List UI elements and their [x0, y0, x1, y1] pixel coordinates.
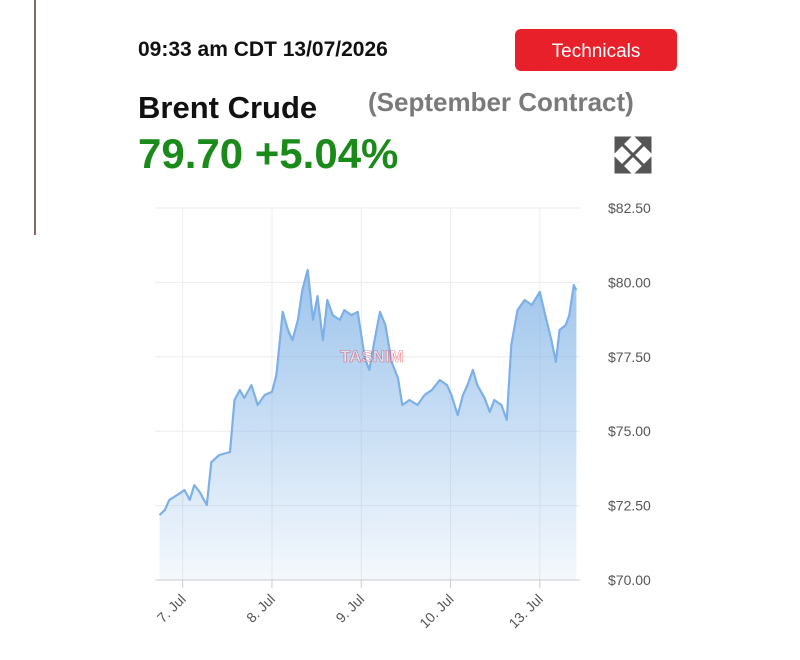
instrument-name: Brent Crude [138, 90, 317, 125]
x-tick-label: 9. Jul [332, 591, 367, 626]
y-tick-label: $80.00 [608, 274, 651, 290]
y-tick-label: $72.50 [608, 498, 651, 514]
x-tick-label: 10. Jul [416, 591, 456, 631]
x-tick-label: 13. Jul [505, 591, 545, 631]
x-tick-label: 7. Jul [154, 591, 189, 626]
price-line [158, 268, 578, 516]
y-tick-label: $82.50 [608, 200, 651, 216]
timestamp: 09:33 am CDT 13/07/2026 [138, 38, 388, 61]
x-tick-label: 8. Jul [243, 591, 278, 626]
y-tick-label: $70.00 [608, 572, 651, 588]
y-tick-label: $75.00 [608, 423, 651, 439]
watermark: TASNIM [340, 347, 404, 366]
plot: $70.00 $72.50 $75.00 $77.50 $80.00 $82.50 7. J… [154, 200, 651, 631]
expand-icon[interactable] [614, 136, 652, 174]
price: 79.70 [138, 130, 243, 177]
technicals-button[interactable] [515, 29, 677, 71]
price-line: 79.70 +5.04% [138, 130, 398, 177]
button-label[interactable]: Technicals [552, 41, 641, 62]
area-fill [159, 269, 577, 580]
y-tick-label: $77.50 [608, 349, 651, 365]
change: +5.04% [255, 130, 399, 177]
contract: (September Contract) [368, 87, 634, 117]
